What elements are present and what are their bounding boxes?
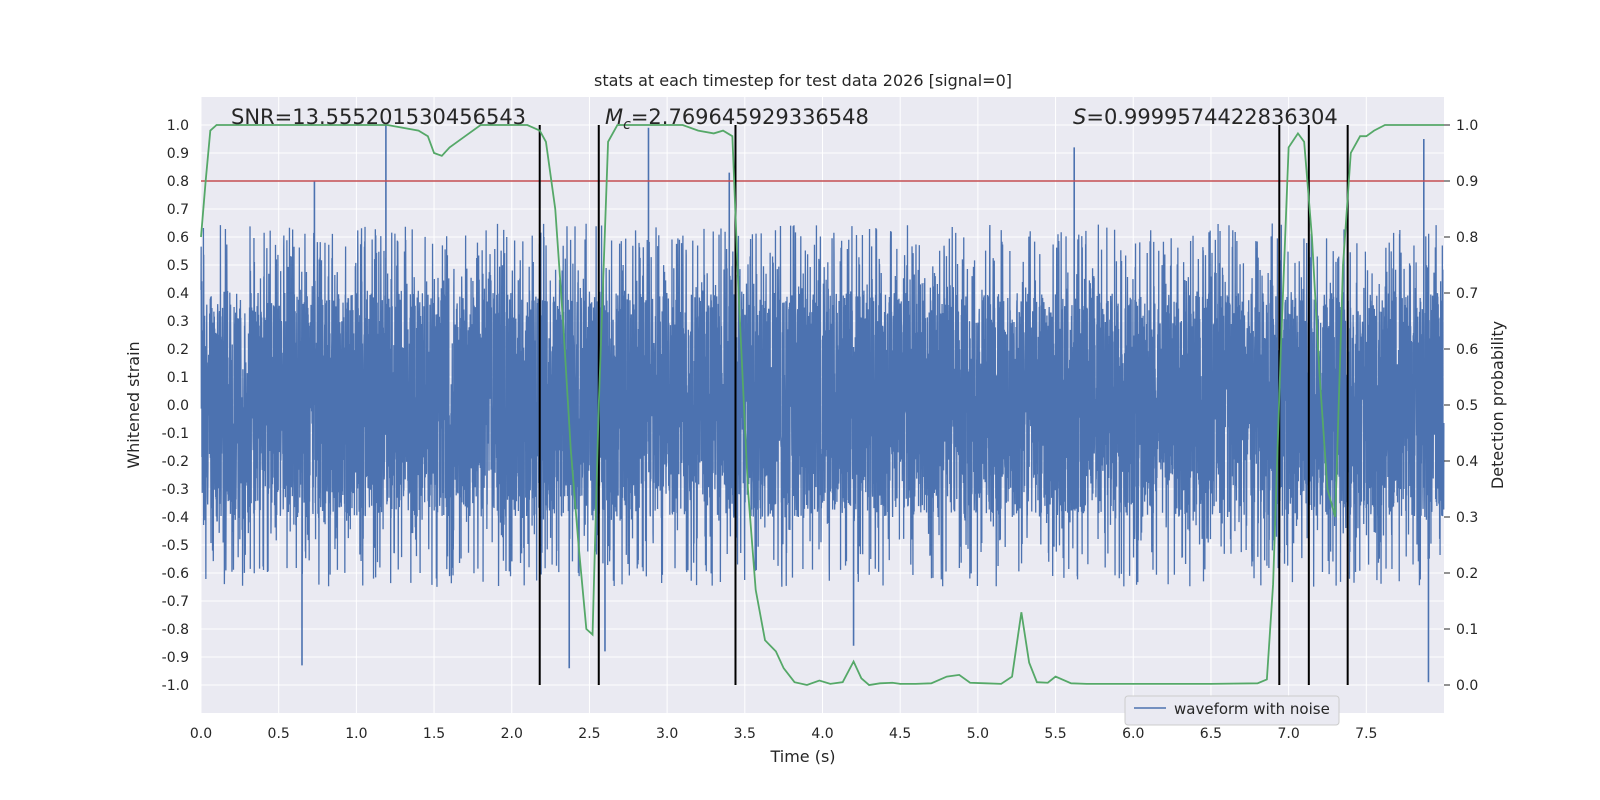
x-tick-label: 4.5 xyxy=(889,726,911,742)
x-tick-label: 0.0 xyxy=(190,726,212,742)
chart-title: stats at each timestep for test data 202… xyxy=(594,71,1012,90)
s-symbol: S xyxy=(1073,105,1086,129)
legend-entry: waveform with noise xyxy=(1174,700,1330,718)
y2-ticks: 0.0 0.1 0.2 0.3 0.4 0.5 0.6 0.7 0.8 0.9 1.0 xyxy=(1444,118,1478,694)
y-tick-label: 0.3 xyxy=(167,314,189,330)
y-tick-label: 0.9 xyxy=(167,146,189,162)
y-tick-label: 0.6 xyxy=(167,230,189,246)
legend: waveform with noise xyxy=(1124,695,1340,726)
probability-line xyxy=(200,124,1444,686)
x-tick-label: 3.5 xyxy=(734,726,756,742)
y-ticks: 1.0 0.9 0.8 0.7 0.6 0.5 0.4 0.3 0.2 0.1 0.0 -0.1 -0.… xyxy=(162,118,189,694)
y-tick-label: 0.8 xyxy=(167,174,189,190)
y2-tick-label: 0.3 xyxy=(1456,510,1478,526)
x-tick-label: 1.0 xyxy=(345,726,367,742)
y2-axis-label: Detection probability xyxy=(1488,321,1507,489)
y-tick-label: -0.6 xyxy=(162,566,189,582)
y-tick-label: -0.2 xyxy=(162,454,189,470)
y-tick-label: -0.3 xyxy=(162,482,189,498)
x-tick-label: 6.0 xyxy=(1122,726,1144,742)
y-tick-label: -0.5 xyxy=(162,538,189,554)
y2-tick-label: 0.8 xyxy=(1456,230,1478,246)
y-tick-label: -0.4 xyxy=(162,510,189,526)
y2-tick-label: 0.0 xyxy=(1456,678,1478,694)
y-tick-label: -0.7 xyxy=(162,594,189,610)
legend-box xyxy=(1124,695,1340,726)
y-tick-label: 0.4 xyxy=(167,286,189,302)
y2-tick-label: 0.1 xyxy=(1456,622,1478,638)
y-tick-label: 1.0 xyxy=(167,118,189,134)
y-axis-label: Whitened strain xyxy=(124,341,143,468)
y2-tick-label: 0.5 xyxy=(1456,398,1478,414)
chirp-mass-symbol: M xyxy=(605,105,623,129)
x-axis-label: Time (s) xyxy=(769,747,835,766)
chirp-mass-subscript: c xyxy=(623,117,631,133)
y-tick-label: 0.0 xyxy=(167,398,189,414)
x-tick-label: 0.5 xyxy=(268,726,290,742)
y-tick-label: -1.0 xyxy=(162,678,189,694)
x-tick-label: 7.0 xyxy=(1277,726,1299,742)
x-tick-label: 1.5 xyxy=(423,726,445,742)
y2-tick-label: 1.0 xyxy=(1456,118,1478,134)
x-tick-label: 2.5 xyxy=(578,726,600,742)
y-tick-label: -0.9 xyxy=(162,650,189,666)
waveform-line xyxy=(200,223,1445,587)
chirp-mass-annotation: Mc=2.769645929336548 xyxy=(605,105,869,133)
y2-tick-label: 0.7 xyxy=(1456,286,1478,302)
y2-tick-label: 0.9 xyxy=(1456,174,1478,190)
y2-tick-label: 0.4 xyxy=(1456,454,1478,470)
x-tick-label: 4.0 xyxy=(811,726,833,742)
x-tick-label: 7.5 xyxy=(1355,726,1377,742)
y-tick-label: 0.2 xyxy=(167,342,189,358)
chirp-mass-value: =2.769645929336548 xyxy=(631,105,869,129)
y2-tick-label: 0.2 xyxy=(1456,566,1478,582)
x-tick-label: 5.0 xyxy=(967,726,989,742)
x-tick-label: 3.0 xyxy=(656,726,678,742)
y-tick-label: -0.8 xyxy=(162,622,189,638)
x-tick-label: 5.5 xyxy=(1044,726,1066,742)
y-tick-label: 0.1 xyxy=(167,370,189,386)
x-tick-label: 2.0 xyxy=(501,726,523,742)
y2-tick-label: 0.6 xyxy=(1456,342,1478,358)
snr-annotation: SNR=13.555201530456543 xyxy=(231,105,526,129)
s-annotation: S=0.9999574422836304 xyxy=(1073,105,1338,129)
waveform-series xyxy=(200,125,1445,683)
x-ticks: 0.0 0.5 1.0 1.5 2.0 2.5 3.0 3.5 4.0 4.5 5.0 5.5 6.0 6… xyxy=(190,726,1378,742)
y-tick-label: -0.1 xyxy=(162,426,189,442)
s-value: =0.9999574422836304 xyxy=(1086,105,1337,129)
probability-series xyxy=(200,124,1444,686)
x-tick-label: 6.5 xyxy=(1200,726,1222,742)
y-tick-label: 0.7 xyxy=(167,202,189,218)
y-tick-label: 0.5 xyxy=(167,258,189,274)
